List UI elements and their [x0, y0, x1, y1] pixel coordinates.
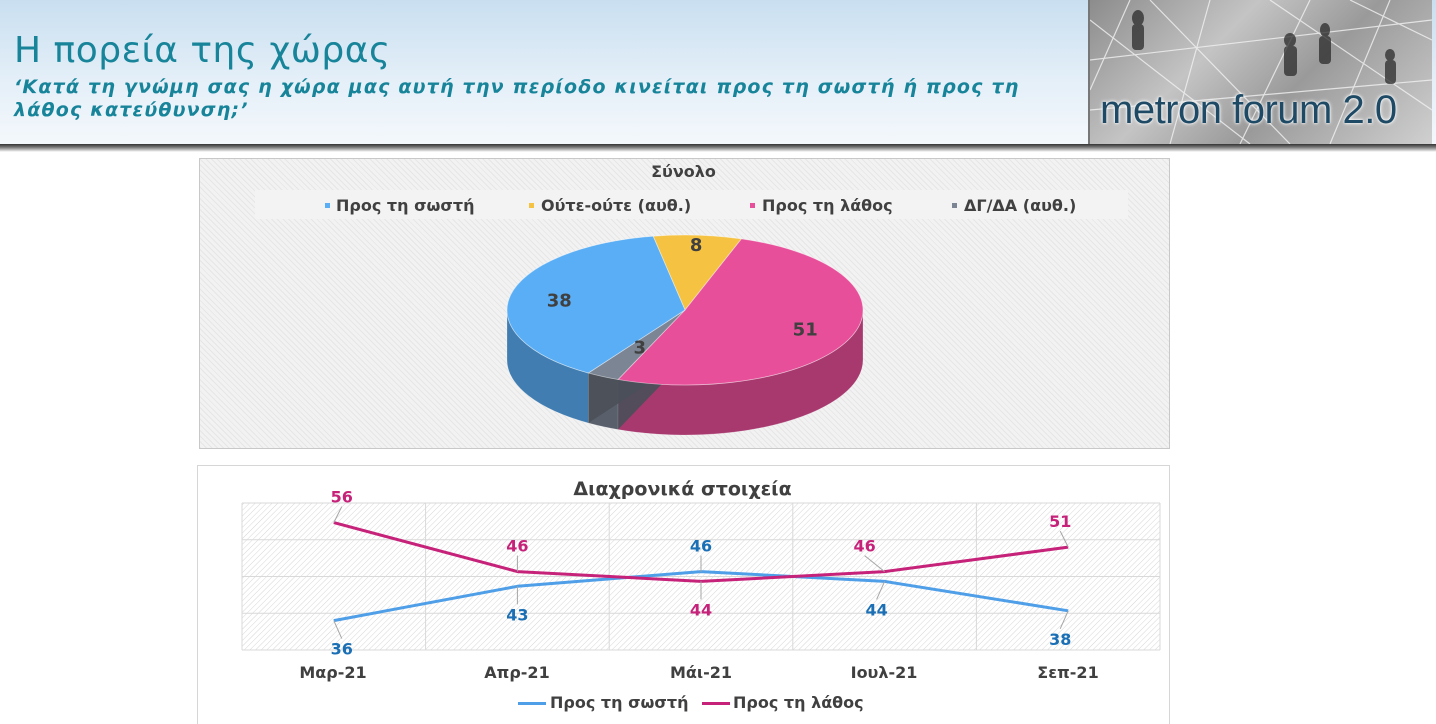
line-chart-title: Διαχρονικά στοιχεία — [573, 478, 792, 500]
legend-label-dk: ΔΓ/ΔΑ (αυθ.) — [964, 196, 1077, 215]
page-subtitle: ‘Κατά τη γνώμη σας η χώρα μας αυτή την π… — [14, 76, 1020, 121]
header-divider — [0, 144, 1436, 152]
x-tick-0: Μαρ-21 — [299, 663, 367, 682]
legend-dot-wrong — [750, 203, 755, 208]
page-title: Η πορεία της χώρας — [14, 30, 391, 71]
legend-dot-right — [325, 203, 330, 208]
legend-dot-neither — [529, 203, 534, 208]
x-tick-2: Μάι-21 — [669, 663, 733, 682]
legend-dot-dk — [952, 203, 957, 208]
x-tick-4: Σεπ-21 — [1037, 663, 1099, 682]
pie-chart-title: Σύνολο — [651, 162, 716, 181]
legend-label-wrong: Προς τη λάθος — [762, 196, 893, 215]
line-legend-wrong: Προς τη λάθος — [733, 693, 864, 712]
metron-forum-logo: metron forum 2.0 — [1088, 0, 1432, 144]
legend-line-wrong — [702, 702, 730, 705]
pie-legend — [255, 190, 1128, 219]
legend-label-right: Προς τη σωστή — [336, 196, 475, 215]
x-tick-3: Ιουλ-21 — [850, 663, 918, 682]
line-chart-panel — [197, 465, 1170, 724]
logo-pattern — [1090, 0, 1432, 144]
x-tick-1: Απρ-21 — [484, 663, 550, 682]
logo-text: metron forum 2.0 — [1100, 88, 1397, 132]
legend-label-neither: Ούτε-ούτε (αυθ.) — [541, 196, 692, 215]
line-legend-right: Προς τη σωστή — [550, 693, 689, 712]
legend-line-right — [518, 702, 546, 705]
